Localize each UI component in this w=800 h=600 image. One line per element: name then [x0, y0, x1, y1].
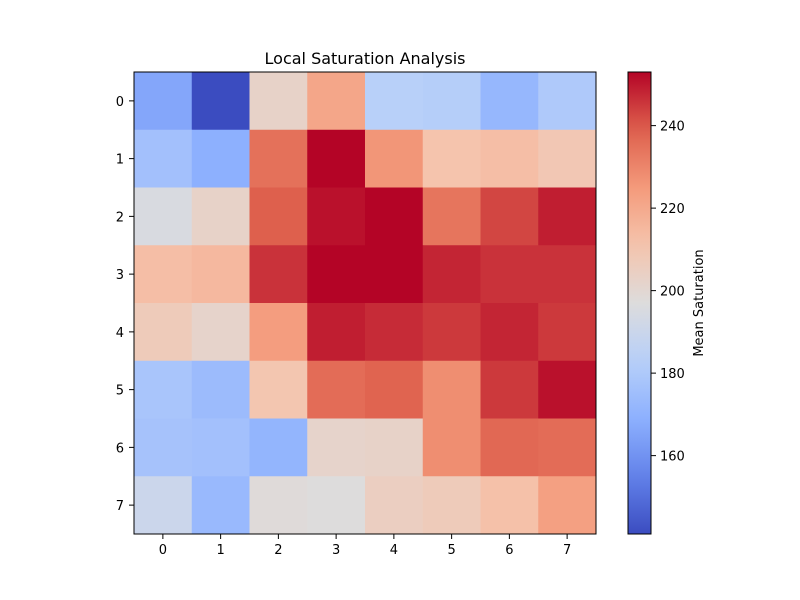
heatmap-cell: [422, 72, 481, 131]
heatmap-cell: [538, 245, 597, 304]
heatmap-cell: [422, 129, 481, 188]
x-tick-label: 3: [332, 543, 340, 558]
x-tick-label: 6: [505, 543, 513, 558]
heatmap-cell: [249, 360, 308, 419]
heatmap-cell: [307, 187, 366, 246]
heatmap-cell: [134, 476, 193, 535]
colorbar-tick-label: 180: [660, 367, 685, 382]
colorbar-ticks: 160 180 200 220 240: [651, 120, 685, 465]
heatmap-cell: [191, 129, 250, 188]
colorbar-tick-label: 200: [660, 285, 685, 300]
heatmap-cell: [307, 72, 366, 131]
heatmap-cell: [191, 303, 250, 362]
heatmap-cell: [134, 245, 193, 304]
y-tick-label: 5: [116, 384, 124, 399]
heatmap-cell: [365, 245, 424, 304]
heatmap-cell: [480, 72, 539, 131]
colorbar-tick-label: 240: [660, 120, 685, 135]
heatmap-cell: [365, 129, 424, 188]
y-axis: 0 1 2 3 4 5 6 7: [116, 95, 134, 514]
colorbar: [627, 71, 652, 535]
x-tick-label: 2: [274, 543, 282, 558]
heatmap-cell: [249, 245, 308, 304]
y-tick-label: 4: [116, 326, 124, 341]
heatmap-cell: [191, 360, 250, 419]
heatmap-cell: [307, 245, 366, 304]
heatmap-cell: [249, 476, 308, 535]
y-tick-label: 0: [116, 95, 124, 110]
heatmap-cell: [307, 303, 366, 362]
heatmap-cell: [249, 129, 308, 188]
x-axis: 0 1 2 3 4 5 6 7: [159, 534, 571, 558]
x-tick-label: 1: [216, 543, 224, 558]
colorbar-label: Mean Saturation: [692, 249, 707, 356]
heatmap-cell: [134, 129, 193, 188]
heatmap-cell: [134, 360, 193, 419]
heatmap-cell: [422, 418, 481, 477]
heatmap-cell: [249, 418, 308, 477]
y-tick-label: 1: [116, 153, 124, 168]
heatmap-cell: [249, 187, 308, 246]
plot-frame: [133, 71, 597, 535]
x-tick-label: 5: [447, 543, 455, 558]
heatmap-cell: [480, 360, 539, 419]
heatmap-cell: [480, 187, 539, 246]
heatmap-cell: [365, 187, 424, 246]
heatmap-cell: [191, 418, 250, 477]
heatmap-cells: [134, 72, 597, 535]
x-tick-label: 0: [159, 543, 167, 558]
heatmap-cell: [134, 72, 193, 131]
heatmap-cell: [307, 360, 366, 419]
heatmap-cell: [538, 418, 597, 477]
heatmap-cell: [191, 72, 250, 131]
y-tick-label: 3: [116, 268, 124, 283]
heatmap-cell: [422, 303, 481, 362]
heatmap-cell: [365, 360, 424, 419]
heatmap-cell: [538, 72, 597, 131]
heatmap-cell: [480, 129, 539, 188]
y-tick-label: 6: [116, 441, 124, 456]
colorbar-tick-label: 220: [660, 202, 685, 217]
heatmap-cell: [307, 418, 366, 477]
heatmap-cell: [134, 187, 193, 246]
heatmap-cell: [538, 129, 597, 188]
y-tick-label: 2: [116, 210, 124, 225]
heatmap-cell: [307, 129, 366, 188]
heatmap-cell: [249, 72, 308, 131]
heatmap-cell: [307, 476, 366, 535]
heatmap-cell: [365, 476, 424, 535]
heatmap-cell: [191, 187, 250, 246]
heatmap-cell: [422, 245, 481, 304]
heatmap-cell: [191, 476, 250, 535]
heatmap-cell: [191, 245, 250, 304]
colorbar-tick-label: 160: [660, 450, 685, 465]
heatmap-cell: [422, 476, 481, 535]
heatmap-cell: [480, 303, 539, 362]
heatmap-cell: [365, 303, 424, 362]
heatmap-cell: [365, 72, 424, 131]
chart-title: Local Saturation Analysis: [265, 49, 466, 68]
heatmap-cell: [365, 418, 424, 477]
heatmap-cell: [134, 418, 193, 477]
heatmap-cell: [249, 303, 308, 362]
heatmap-cell: [422, 360, 481, 419]
heatmap-cell: [480, 476, 539, 535]
heatmap-cell: [480, 418, 539, 477]
heatmap-cell: [480, 245, 539, 304]
x-tick-label: 4: [390, 543, 398, 558]
heatmap-cell: [538, 187, 597, 246]
x-tick-label: 7: [563, 543, 571, 558]
heatmap-cell: [134, 303, 193, 362]
heatmap-cell: [538, 303, 597, 362]
y-tick-label: 7: [116, 499, 124, 514]
heatmap-cell: [538, 476, 597, 535]
heatmap-cell: [422, 187, 481, 246]
heatmap-cell: [538, 360, 597, 419]
